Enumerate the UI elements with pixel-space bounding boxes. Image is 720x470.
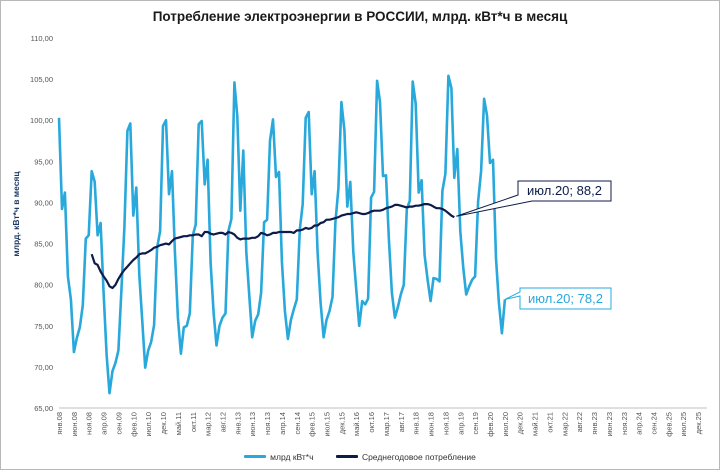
y-tick-label: 95,00 [34, 157, 53, 166]
y-tick-label: 65,00 [34, 404, 53, 413]
x-tick-label: сен.24 [649, 412, 658, 435]
x-tick-label: фев.15 [308, 412, 317, 437]
x-tick-label: окт.16 [367, 412, 376, 433]
x-tick-label: авг.22 [575, 412, 584, 432]
annotation-label-consumption: июл.20; 78,2 [528, 291, 603, 306]
y-tick-label: 105,00 [30, 75, 53, 84]
y-tick-label: 85,00 [34, 240, 53, 249]
x-tick-label: май.21 [531, 412, 540, 436]
x-tick-label: ноя.18 [441, 412, 450, 435]
x-tick-label: сен.19 [471, 412, 480, 435]
x-tick-label: июн.13 [248, 412, 257, 436]
x-tick-label: апр.19 [456, 412, 465, 435]
x-tick-label: апр.14 [278, 412, 287, 435]
x-tick-label: июн.08 [70, 412, 79, 436]
legend-item-average: Среднегодовое потребление [335, 451, 476, 462]
x-tick-label: июл.15 [323, 412, 332, 436]
x-tick-label: дек.25 [694, 412, 703, 434]
x-tick-label: апр.09 [100, 412, 109, 435]
legend-label-average: Среднегодовое потребление [361, 451, 476, 462]
x-tick-label: мар.22 [560, 412, 569, 436]
x-tick-label: ноя.08 [85, 412, 94, 435]
x-tick-label: фев.10 [129, 412, 138, 437]
annotation-box-average [456, 180, 612, 217]
x-tick-label: май.16 [352, 412, 361, 436]
x-tick-label: мар.17 [382, 412, 391, 436]
y-tick-label: 75,00 [34, 322, 53, 331]
x-tick-label: сен.14 [293, 412, 302, 435]
x-tick-label: сен.09 [114, 412, 123, 435]
annotation-label-average: июл.20; 88,2 [527, 183, 602, 198]
x-tick-label: июл.25 [679, 412, 688, 436]
x-tick-label: окт.21 [545, 412, 554, 433]
x-tick-label: янв.18 [412, 412, 421, 435]
y-tick-label: 110,00 [31, 34, 53, 43]
legend-item-consumption: млрд кВт*ч [244, 451, 314, 462]
y-tick-label: 100,00 [30, 116, 53, 125]
series-line-average [90, 203, 455, 290]
y-tick-label: 90,00 [34, 198, 53, 207]
x-tick-label: дек.15 [337, 412, 346, 434]
x-tick-label: ноя.13 [263, 412, 272, 435]
x-tick-label: янв.23 [590, 412, 599, 435]
y-tick-label: 80,00 [34, 281, 53, 290]
x-tick-label: фев.20 [486, 412, 495, 437]
x-tick-label: авг.17 [397, 412, 406, 432]
x-tick-label: апр.24 [635, 412, 644, 435]
x-tick-label: май.11 [174, 412, 183, 435]
x-tick-label: июл.10 [144, 412, 153, 436]
x-tick-label: июл.20 [501, 412, 510, 436]
x-tick-label: янв.08 [55, 412, 64, 435]
y-tick-label: 70,00 [34, 363, 53, 372]
annotation-box-consumption [504, 287, 612, 310]
legend-swatch-consumption [244, 455, 267, 458]
x-tick-label: окт.11 [189, 412, 198, 432]
chart-title: Потребление электроэнергии в РОССИИ, млр… [152, 9, 568, 24]
x-tick-label: мар.12 [204, 412, 213, 436]
x-tick-label: фев.25 [664, 412, 673, 437]
x-tick-label: ноя.23 [620, 412, 629, 435]
legend-label-consumption: млрд кВт*ч [270, 451, 314, 462]
legend: млрд кВт*ч Среднегодовое потребление [0, 450, 720, 462]
x-tick-label: июн.23 [605, 412, 614, 436]
x-tick-label: дек.10 [159, 412, 168, 434]
x-tick-label: июн.18 [427, 412, 436, 436]
x-tick-label: дек.20 [516, 412, 525, 434]
x-tick-label: янв.13 [233, 412, 242, 435]
legend-swatch-average [335, 455, 358, 458]
x-tick-label: авг.12 [218, 412, 227, 432]
series-line-consumption [57, 74, 507, 395]
